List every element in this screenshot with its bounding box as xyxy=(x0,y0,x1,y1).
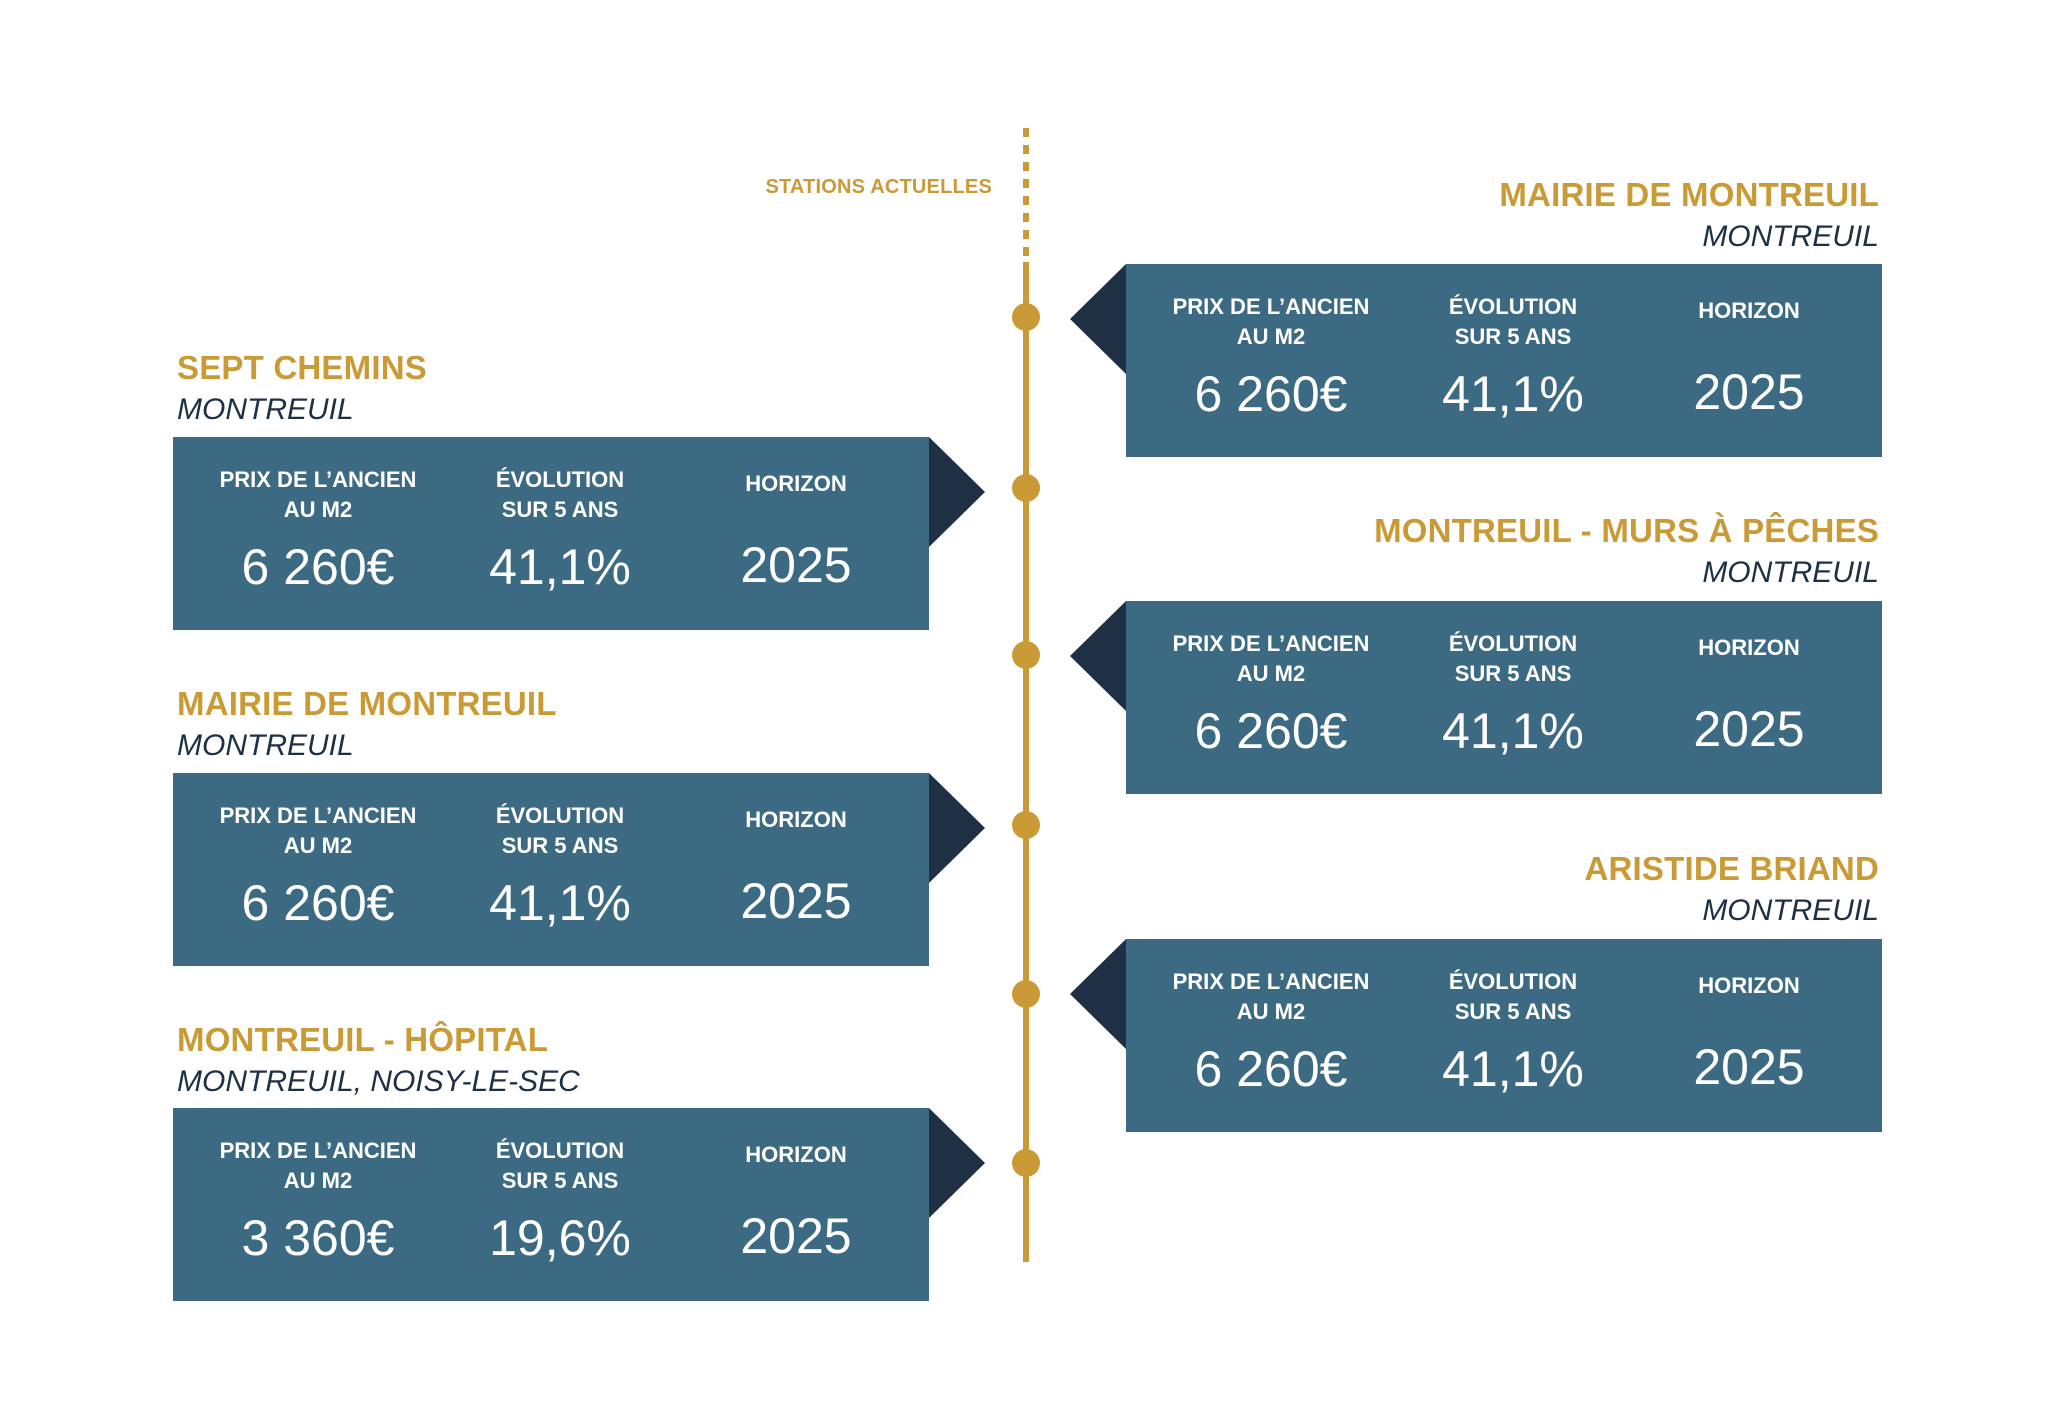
evolution-label-line1: ÉVOLUTION xyxy=(495,467,625,492)
price-label: PRIX DE L’ANCIEN AU M2 xyxy=(198,465,438,525)
evolution-label: ÉVOLUTION SUR 5 ANS xyxy=(1393,967,1633,1027)
station-info-box: PRIX DE L’ANCIEN AU M2 6 260€ ÉVOLUTION … xyxy=(173,773,929,966)
price-label-line1: PRIX DE L’ANCIEN xyxy=(219,467,417,492)
evolution-value: 41,1% xyxy=(489,539,631,595)
horizon-label: HORIZON xyxy=(745,471,847,496)
station-dot xyxy=(1012,641,1040,669)
price-value: 6 260€ xyxy=(241,539,395,595)
horizon-value: 2025 xyxy=(740,873,852,929)
station-city: MONTREUIL xyxy=(177,729,354,762)
station-city: MONTREUIL xyxy=(1702,220,1879,253)
price-label: PRIX DE L’ANCIEN AU M2 xyxy=(198,801,438,861)
station-info-box: PRIX DE L’ANCIEN AU M2 6 260€ ÉVOLUTION … xyxy=(1126,264,1882,457)
station-name: MAIRIE DE MONTREUIL xyxy=(177,685,557,722)
station-name: MAIRIE DE MONTREUIL xyxy=(1499,176,1879,213)
line-solid-segment xyxy=(1023,262,1029,1262)
station-name: MONTREUIL - MURS À PÊCHES xyxy=(1374,512,1879,549)
pointer-arrow xyxy=(1070,601,1126,711)
horizon-value: 2025 xyxy=(740,1208,852,1264)
price-label-line2: AU M2 xyxy=(1236,999,1306,1024)
station-info-box: PRIX DE L’ANCIEN AU M2 6 260€ ÉVOLUTION … xyxy=(173,437,929,630)
station-info-box: PRIX DE L’ANCIEN AU M2 3 360€ ÉVOLUTION … xyxy=(173,1108,929,1301)
price-value: 6 260€ xyxy=(1194,1041,1348,1097)
station-info-box: PRIX DE L’ANCIEN AU M2 6 260€ ÉVOLUTION … xyxy=(1126,939,1882,1132)
station-dot xyxy=(1012,303,1040,331)
evolution-label: ÉVOLUTION SUR 5 ANS xyxy=(440,1136,680,1196)
price-label-line1: PRIX DE L’ANCIEN xyxy=(219,803,417,828)
price-value: 3 360€ xyxy=(241,1210,395,1266)
station-city: MONTREUIL, NOISY-LE-SEC xyxy=(177,1065,580,1098)
evolution-label-line2: SUR 5 ANS xyxy=(1454,661,1572,686)
evolution-label: ÉVOLUTION SUR 5 ANS xyxy=(440,801,680,861)
evolution-label-line1: ÉVOLUTION xyxy=(1448,969,1578,994)
evolution-label-line1: ÉVOLUTION xyxy=(1448,294,1578,319)
evolution-label-line1: ÉVOLUTION xyxy=(1448,631,1578,656)
evolution-label-line1: ÉVOLUTION xyxy=(495,803,625,828)
station-dot xyxy=(1012,1149,1040,1177)
evolution-label: ÉVOLUTION SUR 5 ANS xyxy=(1393,629,1633,689)
horizon-label: HORIZON xyxy=(745,807,847,832)
evolution-label: ÉVOLUTION SUR 5 ANS xyxy=(1393,292,1633,352)
horizon-value: 2025 xyxy=(740,537,852,593)
station-city: MONTREUIL xyxy=(1702,894,1879,927)
pointer-arrow xyxy=(1070,939,1126,1049)
price-label: PRIX DE L’ANCIEN AU M2 xyxy=(1151,292,1391,352)
pointer-arrow xyxy=(929,437,985,547)
price-value: 6 260€ xyxy=(241,875,395,931)
pointer-arrow xyxy=(1070,264,1126,374)
pointer-arrow xyxy=(929,1108,985,1218)
horizon-value: 2025 xyxy=(1693,1039,1805,1095)
horizon-value: 2025 xyxy=(1693,364,1805,420)
horizon-label: HORIZON xyxy=(1698,298,1800,323)
evolution-label-line1: ÉVOLUTION xyxy=(495,1138,625,1163)
price-label-line2: AU M2 xyxy=(1236,324,1306,349)
evolution-label-line2: SUR 5 ANS xyxy=(501,1168,619,1193)
price-label: PRIX DE L’ANCIEN AU M2 xyxy=(1151,967,1391,1027)
price-label-line2: AU M2 xyxy=(283,497,353,522)
evolution-value: 41,1% xyxy=(1442,366,1584,422)
evolution-label-line2: SUR 5 ANS xyxy=(501,833,619,858)
station-info-box: PRIX DE L’ANCIEN AU M2 6 260€ ÉVOLUTION … xyxy=(1126,601,1882,794)
horizon-value: 2025 xyxy=(1693,701,1805,757)
evolution-label-line2: SUR 5 ANS xyxy=(501,497,619,522)
evolution-value: 41,1% xyxy=(1442,703,1584,759)
evolution-label-line2: SUR 5 ANS xyxy=(1454,999,1572,1024)
line-label: STATIONS ACTUELLES xyxy=(765,176,992,198)
station-dot xyxy=(1012,980,1040,1008)
evolution-value: 41,1% xyxy=(1442,1041,1584,1097)
line-dotted-segment xyxy=(1023,128,1029,258)
price-label-line1: PRIX DE L’ANCIEN xyxy=(219,1138,417,1163)
pointer-arrow xyxy=(929,773,985,883)
evolution-value: 41,1% xyxy=(489,875,631,931)
station-name: SEPT CHEMINS xyxy=(177,349,427,386)
evolution-label-line2: SUR 5 ANS xyxy=(1454,324,1572,349)
horizon-label: HORIZON xyxy=(745,1142,847,1167)
price-label: PRIX DE L’ANCIEN AU M2 xyxy=(1151,629,1391,689)
station-dot xyxy=(1012,811,1040,839)
evolution-label: ÉVOLUTION SUR 5 ANS xyxy=(440,465,680,525)
horizon-label: HORIZON xyxy=(1698,973,1800,998)
horizon-label: HORIZON xyxy=(1698,635,1800,660)
price-label: PRIX DE L’ANCIEN AU M2 xyxy=(198,1136,438,1196)
price-value: 6 260€ xyxy=(1194,703,1348,759)
price-label-line1: PRIX DE L’ANCIEN xyxy=(1172,294,1370,319)
station-dot xyxy=(1012,474,1040,502)
price-label-line1: PRIX DE L’ANCIEN xyxy=(1172,631,1370,656)
evolution-value: 19,6% xyxy=(489,1210,631,1266)
station-city: MONTREUIL xyxy=(1702,556,1879,589)
price-label-line2: AU M2 xyxy=(283,1168,353,1193)
price-label-line2: AU M2 xyxy=(1236,661,1306,686)
station-name: ARISTIDE BRIAND xyxy=(1584,850,1879,887)
price-label-line2: AU M2 xyxy=(283,833,353,858)
price-label-line1: PRIX DE L’ANCIEN xyxy=(1172,969,1370,994)
station-city: MONTREUIL xyxy=(177,393,354,426)
price-value: 6 260€ xyxy=(1194,366,1348,422)
station-name: MONTREUIL - HÔPITAL xyxy=(177,1021,549,1058)
